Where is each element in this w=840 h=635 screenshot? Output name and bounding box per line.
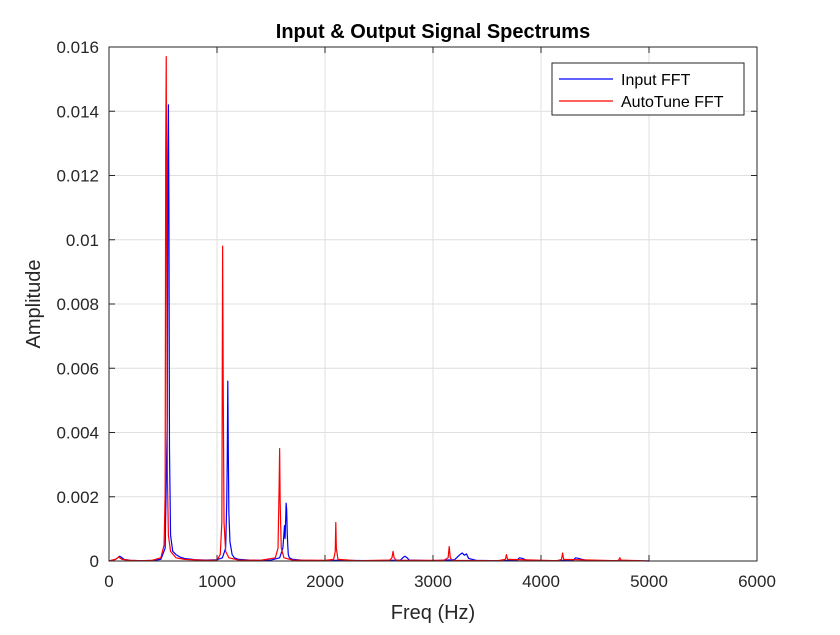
grid [109, 47, 757, 561]
legend-label-input-fft: Input FFT [621, 72, 691, 89]
ticks: 0 1000 2000 3000 4000 5000 6000 0 0.002 0.004 0.00… [56, 38, 775, 591]
series-line-input-fft [108, 104, 650, 562]
x-tick-label: 0 [104, 572, 113, 591]
y-tick-label: 0.014 [56, 102, 99, 121]
y-tick-label: 0.006 [56, 359, 99, 378]
y-tick-label: 0.012 [56, 167, 99, 186]
x-tick-label: 5000 [630, 572, 668, 591]
y-tick-label: 0 [90, 552, 99, 571]
x-tick-label: 6000 [738, 572, 776, 591]
x-tick-label: 3000 [414, 572, 452, 591]
y-tick-label: 0.002 [56, 488, 99, 507]
x-axis-label: Freq (Hz) [391, 602, 475, 624]
y-axis-label: Amplitude [23, 260, 45, 349]
y-tick-label: 0.004 [56, 424, 99, 443]
x-tick-label: 1000 [198, 572, 236, 591]
x-tick-label: 2000 [306, 572, 344, 591]
legend: Input FFT AutoTune FFT [551, 62, 745, 116]
legend-box [551, 62, 745, 116]
x-tick-label: 4000 [522, 572, 560, 591]
series-group [108, 56, 650, 562]
series-line-autotune-fft [108, 56, 650, 562]
legend-label-autotune-fft: AutoTune FFT [621, 94, 724, 111]
y-tick-label: 0.016 [56, 38, 99, 57]
y-tick-label: 0.008 [56, 295, 99, 314]
chart-title: Input & Output Signal Spectrums [276, 21, 590, 43]
y-tick-label: 0.01 [66, 231, 99, 250]
